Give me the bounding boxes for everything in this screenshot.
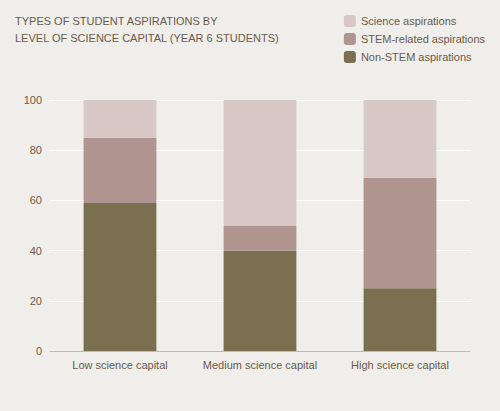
svg-text:Low science capital: Low science capital [72, 359, 167, 371]
svg-text:100: 100 [24, 94, 42, 106]
svg-text:LEVEL OF SCIENCE CAPITAL (YEAR: LEVEL OF SCIENCE CAPITAL (YEAR 6 STUDENT… [15, 32, 279, 44]
svg-text:Medium science capital: Medium science capital [203, 359, 317, 371]
svg-text:Non-STEM aspirations: Non-STEM aspirations [361, 51, 472, 63]
svg-text:TYPES OF STUDENT ASPIRATIONS B: TYPES OF STUDENT ASPIRATIONS BY [15, 15, 218, 27]
svg-text:20: 20 [30, 295, 42, 307]
svg-text:80: 80 [30, 144, 42, 156]
svg-text:40: 40 [30, 245, 42, 257]
svg-text:0: 0 [36, 345, 42, 357]
svg-text:60: 60 [30, 194, 42, 206]
svg-text:STEM-related aspirations: STEM-related aspirations [361, 33, 486, 45]
svg-text:Science aspirations: Science aspirations [361, 15, 457, 27]
svg-text:High science capital: High science capital [351, 359, 449, 371]
